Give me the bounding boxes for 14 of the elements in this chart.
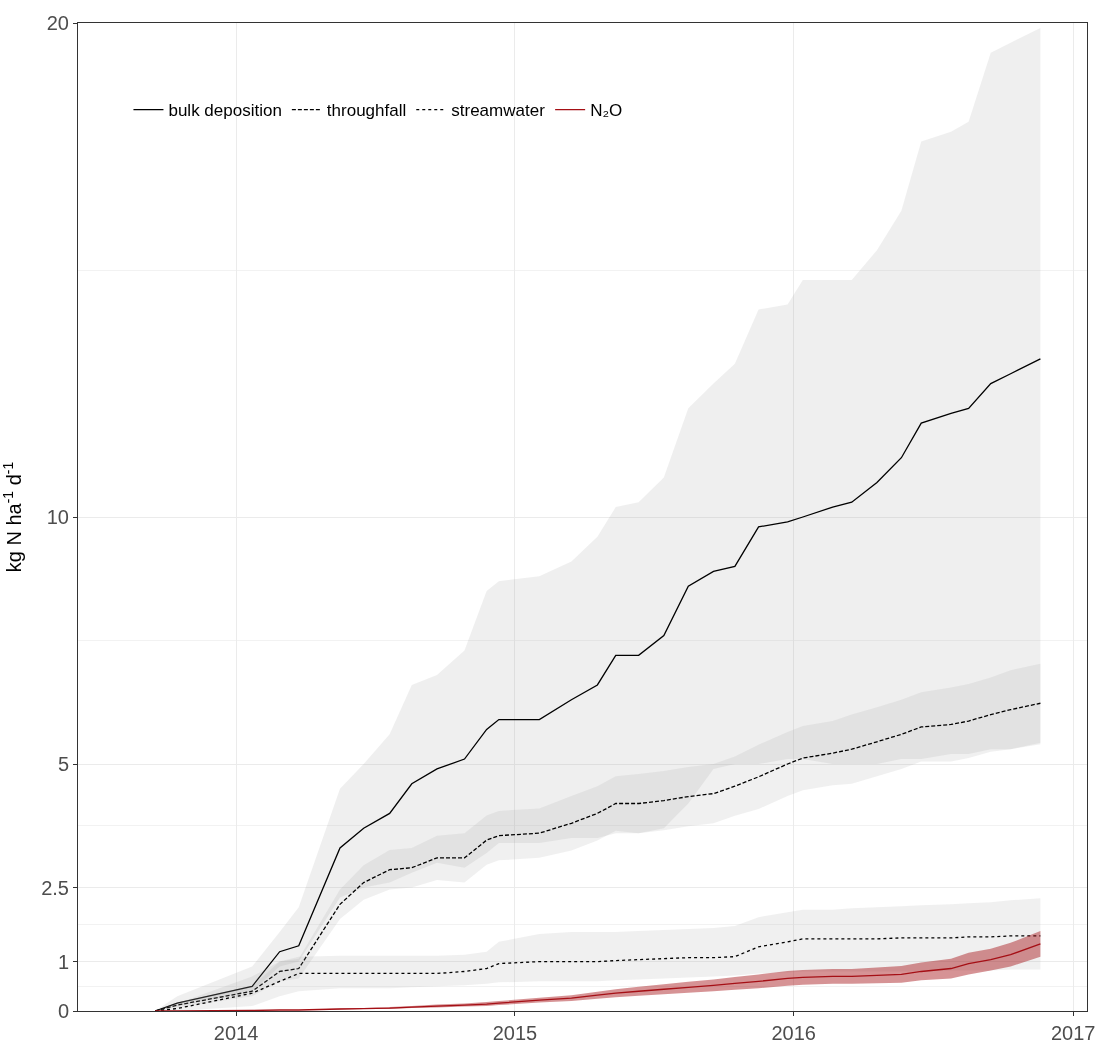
legend-label: bulk deposition	[168, 101, 282, 121]
y-tick-label: 1	[57, 950, 69, 973]
legend-label: N₂O	[590, 101, 623, 121]
y-tick-label: 20	[46, 12, 69, 34]
y-tick-label: 2.5	[41, 876, 69, 899]
x-tick-label: 2014	[213, 1022, 259, 1044]
x-tick-label: 2017	[1051, 1022, 1096, 1044]
x-tick-label: 2016	[771, 1022, 816, 1044]
y-tick-label: 5	[57, 753, 69, 775]
legend-label: streamwater	[451, 101, 546, 121]
y-tick-label: 0	[57, 1000, 69, 1022]
legend-label: throughfall	[326, 101, 407, 121]
y-tick-label: 10	[46, 506, 69, 528]
x-tick-label: 2015	[492, 1022, 538, 1044]
